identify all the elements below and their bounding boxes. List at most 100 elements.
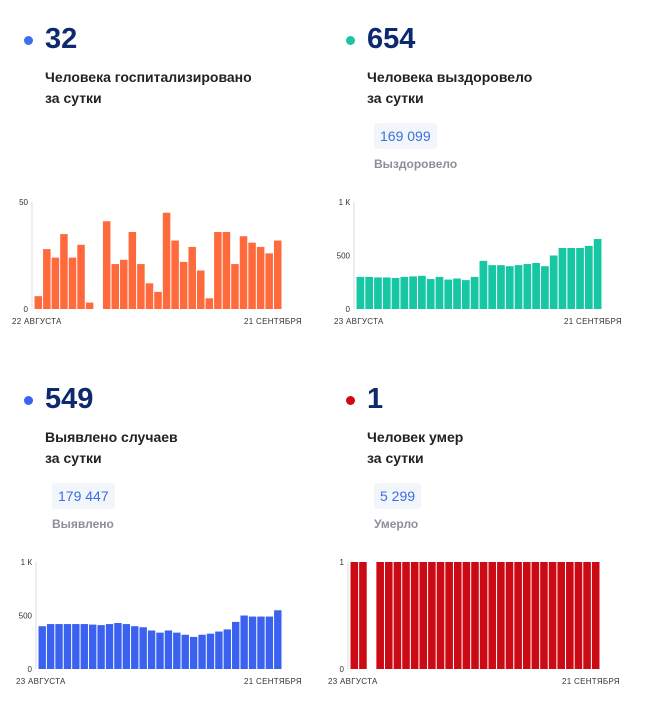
bar	[38, 626, 46, 669]
bar	[497, 562, 505, 669]
bar	[179, 261, 188, 309]
bar	[376, 562, 384, 669]
bar	[470, 276, 479, 309]
deaths-dot-icon	[346, 396, 355, 405]
bar	[120, 259, 128, 309]
x-end-label: 21 СЕНТЯБРЯ	[244, 677, 302, 686]
bar	[162, 212, 171, 309]
bar	[173, 632, 181, 669]
bar	[400, 276, 409, 309]
bar	[105, 624, 114, 669]
bar	[356, 276, 365, 309]
bar	[196, 270, 205, 309]
bar	[102, 221, 111, 309]
bar	[558, 248, 567, 309]
bar	[206, 633, 215, 669]
bar	[444, 279, 453, 309]
deaths-total-label: Умерло	[374, 517, 419, 531]
bar	[557, 562, 565, 669]
bar	[256, 246, 265, 309]
bar	[418, 275, 426, 309]
bar	[88, 624, 97, 669]
cases-dot-icon	[24, 396, 33, 405]
bar	[68, 257, 77, 309]
bar	[453, 562, 462, 669]
recovered-chart: 1 К 500 0 23 АВГУСТА 21 СЕНТЯБРЯ	[334, 198, 622, 326]
bar	[540, 562, 548, 669]
bar	[72, 624, 80, 669]
bar	[402, 562, 410, 669]
bar	[215, 631, 223, 669]
recovered-panel: 654 Человека выздоровело за сутки 169 09…	[322, 0, 632, 345]
bar	[541, 266, 549, 309]
bar	[566, 562, 574, 669]
bar	[445, 562, 453, 669]
bar	[567, 248, 576, 309]
y-tick-label: 500	[337, 252, 351, 261]
recovered-dot-icon	[346, 36, 355, 45]
bar	[248, 616, 257, 669]
bar	[436, 562, 445, 669]
bar	[350, 562, 359, 669]
hospitalized-count: 32	[45, 23, 78, 55]
bar	[274, 610, 282, 669]
x-start-label: 23 АВГУСТА	[328, 677, 378, 686]
x-start-label: 23 АВГУСТА	[16, 677, 66, 686]
x-end-label: 21 СЕНТЯБРЯ	[244, 317, 302, 326]
deaths-label: Человек умер за сутки	[367, 429, 464, 466]
hospitalized-label: Человека госпитализировано за сутки	[45, 69, 252, 106]
cases-total-label: Выявлено	[52, 517, 114, 531]
bar	[365, 276, 374, 309]
bar	[385, 562, 393, 669]
bar	[80, 624, 88, 669]
recovered-total-badge: 169 099	[374, 123, 437, 149]
bar	[145, 283, 154, 309]
bar	[147, 630, 156, 669]
bar	[181, 634, 189, 669]
bar	[574, 562, 583, 669]
bar	[428, 562, 436, 669]
bar	[531, 562, 540, 669]
bar	[205, 298, 214, 309]
bar	[188, 246, 196, 309]
y-tick-label: 1	[340, 558, 345, 567]
y-tick-label: 1 К	[21, 558, 33, 567]
bar	[43, 249, 51, 309]
cases-total-badge: 179 447	[52, 483, 115, 509]
y-tick-label: 1 К	[339, 198, 351, 207]
y-tick-label: 0	[346, 305, 351, 314]
bar	[77, 244, 85, 309]
cases-label: Выявлено случаев за сутки	[45, 429, 178, 466]
bar	[393, 562, 402, 669]
bar	[359, 562, 367, 669]
bar	[128, 231, 137, 309]
recovered-label: Человека выздоровело за сутки	[367, 69, 533, 106]
cases-chart: 1 К 500 0 23 АВГУСТА 21 СЕНТЯБРЯ	[16, 558, 302, 686]
bar	[426, 279, 435, 309]
recovered-count: 654	[367, 23, 416, 55]
bar	[497, 265, 505, 309]
x-end-label: 21 СЕНТЯБРЯ	[564, 317, 622, 326]
bar	[532, 262, 540, 309]
bar	[488, 562, 497, 669]
bar	[171, 240, 179, 309]
bar	[584, 245, 593, 309]
bar	[505, 266, 514, 309]
bar	[488, 265, 497, 309]
bar	[382, 277, 391, 309]
bar	[505, 562, 514, 669]
x-end-label: 21 СЕНТЯБРЯ	[562, 677, 620, 686]
bar	[391, 277, 400, 309]
y-tick-label: 50	[19, 198, 28, 207]
bar	[257, 616, 265, 669]
bar	[453, 278, 461, 309]
bar	[114, 622, 122, 669]
recovered-total-label: Выздоровело	[374, 157, 458, 171]
bar	[435, 276, 444, 309]
bar	[514, 265, 523, 309]
bar	[548, 562, 557, 669]
y-tick-label: 0	[28, 665, 33, 674]
x-start-label: 22 АВГУСТА	[12, 317, 62, 326]
bar	[131, 626, 139, 669]
bar	[231, 264, 239, 309]
